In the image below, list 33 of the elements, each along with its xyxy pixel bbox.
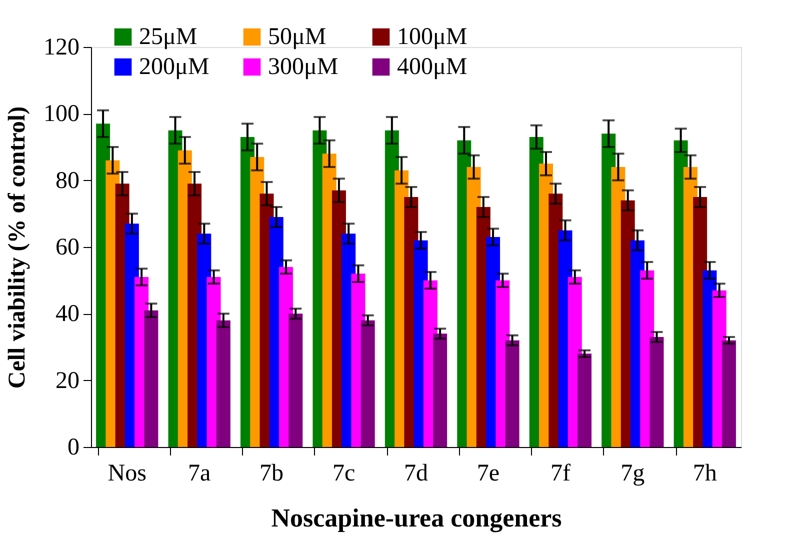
x-axis-title: Noscapine-urea congeners <box>271 504 562 532</box>
x-tick-label: 7a <box>188 460 212 486</box>
y-tick-label: 60 <box>56 234 80 260</box>
y-tick-label: 20 <box>56 368 80 394</box>
bar <box>578 354 592 447</box>
legend-label: 200μM <box>139 54 210 80</box>
y-axis-title: Cell viability (% of control) <box>4 106 30 389</box>
bar <box>722 340 736 447</box>
bar <box>216 320 230 447</box>
legend-label: 100μM <box>397 24 468 50</box>
x-tick-label: 7h <box>692 460 717 486</box>
y-tick-label: 120 <box>44 34 80 60</box>
x-tick-label: 7c <box>332 460 356 486</box>
legend-label: 50μM <box>268 24 326 50</box>
bar <box>650 337 664 447</box>
bar <box>505 340 520 447</box>
bar <box>360 320 375 447</box>
x-tick-label: 7d <box>404 460 428 486</box>
x-tick-label: 7b <box>260 460 284 486</box>
x-tick-label: 7g <box>620 460 645 486</box>
bar <box>433 334 448 447</box>
y-tick-label: 100 <box>44 101 80 128</box>
legend-label: 300μM <box>268 54 338 80</box>
bar <box>144 310 158 447</box>
legend-label: 400μM <box>397 54 468 80</box>
bar <box>288 314 303 447</box>
legend-label: 25μM <box>139 24 198 50</box>
x-tick-label: 7f <box>550 460 570 486</box>
y-tick-label: 0 <box>68 434 80 460</box>
y-tick-label: 80 <box>56 168 80 194</box>
x-tick-label: Nos <box>108 460 146 486</box>
x-tick-label: 7e <box>476 460 500 486</box>
y-tick-label: 40 <box>56 301 80 328</box>
